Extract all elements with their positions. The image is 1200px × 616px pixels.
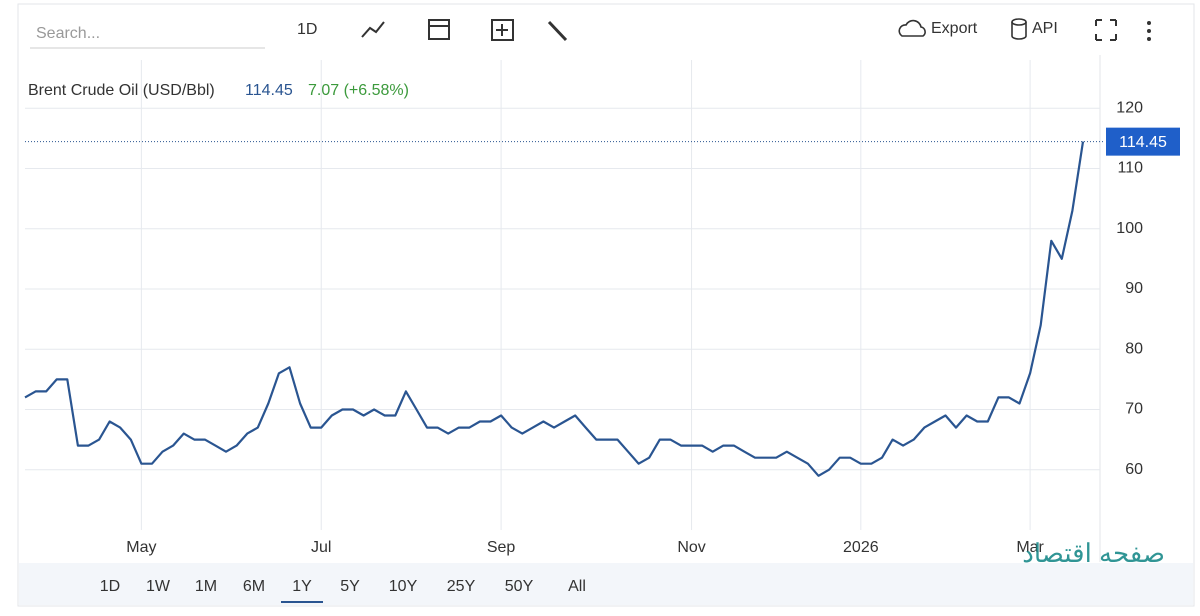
x-tick-label: May [126,539,156,556]
last-price: 114.45 [245,82,293,99]
api-icon-body [1011,22,1027,40]
range-button[interactable]: 25Y [447,578,476,595]
compare-icon[interactable] [491,19,514,41]
api-button[interactable]: API [1032,20,1058,37]
settings-icon[interactable] [547,20,568,42]
fullscreen-icon[interactable] [1095,19,1117,41]
price-line [24,141,1085,477]
range-button[interactable]: 5Y [340,578,360,595]
range-button[interactable]: 1Y [292,578,312,595]
y-tick-label: 90 [1125,280,1143,297]
range-button[interactable]: 6M [243,578,265,595]
x-tick-label: Nov [677,539,705,556]
range-button[interactable]: All [568,578,586,595]
x-tick-label: Mar [1016,539,1044,556]
range-bar [19,563,1193,605]
chart-type-icon[interactable] [361,21,385,38]
y-tick-label: 110 [1117,160,1143,177]
price-change: 7.07 (+6.58%) [308,82,409,99]
y-tick-label: 60 [1125,461,1143,478]
search-input[interactable]: Search... [36,25,100,42]
y-tick-label: 80 [1125,340,1143,357]
interval-button[interactable]: 1D [297,21,317,38]
x-tick-label: Sep [487,539,516,556]
chart-title: Brent Crude Oil (USD/Bbl) [28,82,215,99]
panel [17,3,1195,607]
y-tick-label: 100 [1116,220,1143,237]
range-button[interactable]: 50Y [505,578,534,595]
menu-icon[interactable] [1147,21,1151,41]
range-button[interactable]: 1W [146,578,171,595]
last-price-label: 114.45 [1119,134,1167,151]
x-tick-label: Jul [311,539,331,556]
export-icon[interactable] [898,19,926,37]
last-price-box [1106,127,1180,156]
range-button[interactable]: 1D [100,578,120,595]
calendar-icon[interactable] [428,19,450,40]
y-tick-label: 120 [1116,99,1143,116]
y-tick-label: 70 [1125,401,1143,418]
x-tick-label: 2026 [843,539,879,556]
watermark: صفحه اقتصاد [1022,538,1165,568]
export-button[interactable]: Export [931,20,978,37]
range-button[interactable]: 1M [195,578,217,595]
range-button[interactable]: 10Y [389,578,418,595]
